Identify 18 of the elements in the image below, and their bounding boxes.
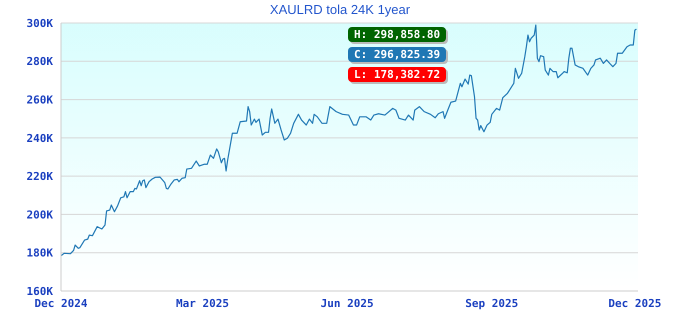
x-tick-label: Jun 2025 xyxy=(320,296,374,310)
chart-title: XAULRD tola 24K 1year xyxy=(268,2,412,17)
annotation: L: 178,382.72 xyxy=(348,67,446,82)
annotation: H: 298,858.80 xyxy=(348,27,446,42)
line-series xyxy=(61,24,638,256)
y-tick-label: 160K xyxy=(26,284,54,298)
y-tick-label: 260K xyxy=(26,93,54,106)
annotation: C: 296,825.39 xyxy=(348,47,446,62)
x-tick-label: Dec 2025 xyxy=(608,296,662,310)
y-tick-label: 300K xyxy=(26,16,54,30)
y-tick-label: 280K xyxy=(26,55,54,68)
x-tick-label: Sep 2025 xyxy=(465,296,518,310)
y-tick-label: 220K xyxy=(26,170,54,184)
x-tick-label: Dec 2024 xyxy=(34,296,88,310)
y-tick-label: 180K xyxy=(26,246,54,260)
y-tick-label: 200K xyxy=(26,208,54,222)
x-tick-label: Mar 2025 xyxy=(176,296,229,310)
y-tick-label: 240K xyxy=(26,132,54,145)
